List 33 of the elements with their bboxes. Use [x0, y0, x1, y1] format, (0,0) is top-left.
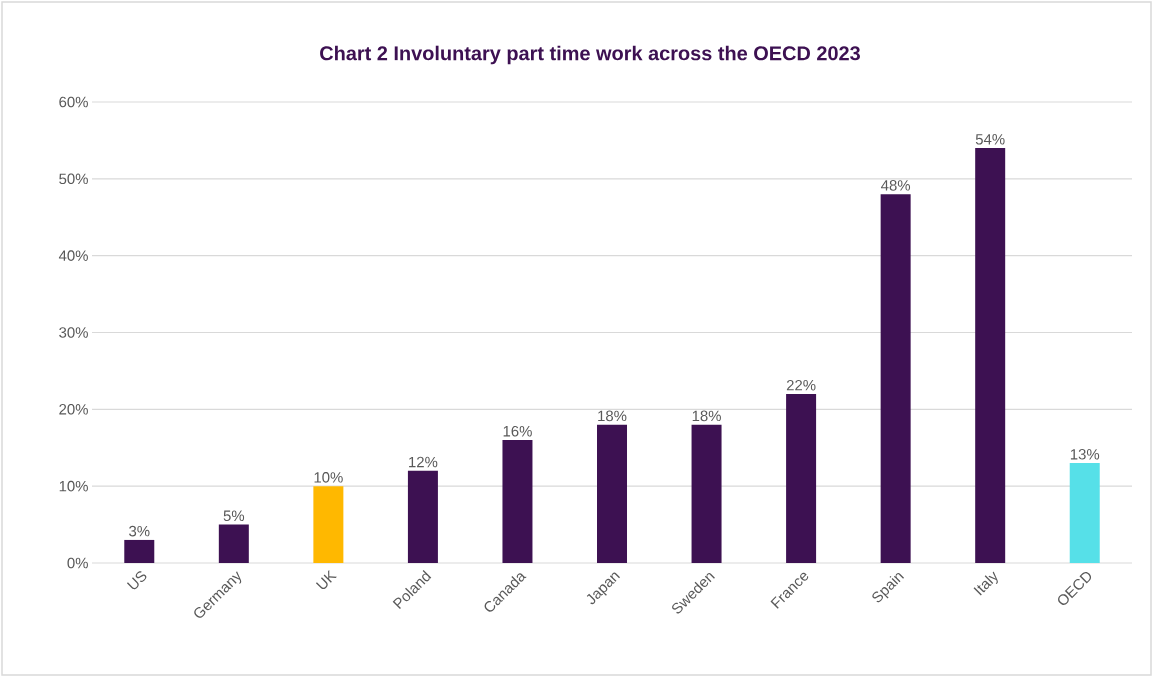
- bar: [880, 194, 911, 563]
- y-tick-label: 60%: [59, 96, 88, 108]
- x-tick-label: Italy: [973, 571, 998, 596]
- bar: [1069, 463, 1100, 563]
- y-tick-label: 10%: [59, 480, 88, 492]
- bar: [597, 424, 628, 563]
- bar: [313, 486, 344, 563]
- y-tick-label: 20%: [59, 404, 88, 415]
- bar: [786, 393, 817, 563]
- y-tick-label: 0%: [67, 557, 88, 569]
- data-label: 16%: [503, 425, 532, 437]
- y-tick-label: 30%: [59, 327, 88, 338]
- data-label: 12%: [409, 456, 438, 468]
- data-label: 18%: [598, 410, 627, 422]
- data-label: 3%: [129, 525, 150, 537]
- data-label: 18%: [692, 410, 721, 422]
- bar: [502, 440, 533, 563]
- data-label: 54%: [975, 134, 1005, 145]
- bar: [975, 148, 1006, 563]
- y-tick-label: 40%: [58, 250, 88, 261]
- y-tick-label: 50%: [59, 173, 88, 185]
- bar: [124, 539, 155, 563]
- x-tick-label: US: [126, 571, 147, 590]
- bar: [218, 524, 249, 563]
- data-label: 5%: [223, 510, 245, 522]
- x-tick-label: UK: [315, 569, 337, 590]
- bar: [691, 424, 722, 563]
- bar: [407, 470, 438, 563]
- chart-title: Chart 2 Involuntary part time work across the OECD 2023: [320, 45, 860, 65]
- data-label: 10%: [314, 472, 343, 483]
- data-label: 13%: [1070, 449, 1100, 460]
- data-label: 22%: [786, 379, 816, 391]
- data-label: 48%: [881, 180, 911, 191]
